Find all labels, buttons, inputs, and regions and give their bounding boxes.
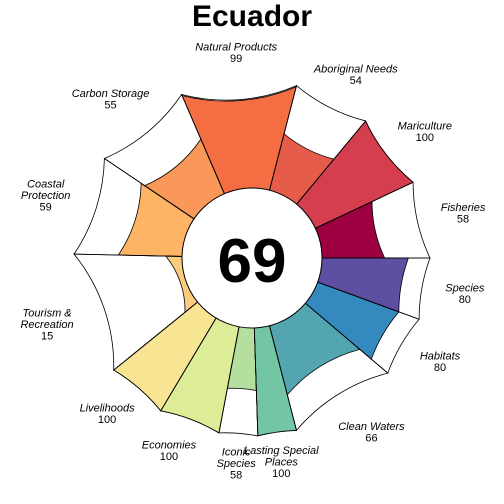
goal-value-coastal-protection: 59: [40, 202, 52, 214]
goal-value-natural-products: 99: [230, 53, 242, 65]
goal-label-line: Lasting Special: [244, 445, 319, 457]
goal-value-livelihoods: 100: [98, 414, 116, 426]
goal-label-fisheries: Fisheries 58: [441, 202, 486, 226]
goal-value-aboriginal-needs: 54: [350, 75, 362, 87]
goal-label-mariculture: Mariculture 100: [398, 121, 452, 145]
goal-label-aboriginal-needs: Aboriginal Needs 54: [313, 63, 398, 87]
goal-label-line: Mariculture: [398, 121, 452, 133]
goal-label-economies: Economies 100: [142, 439, 197, 463]
goal-value-iconic-species: 58: [230, 469, 242, 481]
goal-label-line: Species: [445, 283, 485, 295]
goal-label-coastal-protection: Coastal Protection 59: [21, 179, 71, 214]
goal-value-habitats: 80: [434, 362, 446, 374]
goal-value-species: 80: [459, 294, 471, 306]
goal-value-clean-waters: 66: [365, 433, 377, 445]
goal-label-livelihoods: Livelihoods 100: [80, 402, 136, 426]
goal-value-lasting-special-places: 100: [272, 468, 290, 480]
goal-label-lasting-special-places: Lasting Special Places 100: [244, 445, 319, 480]
goal-label-line: Habitats: [420, 350, 461, 362]
goal-label-line: Natural Products: [195, 41, 277, 53]
goal-label-line: Livelihoods: [80, 402, 136, 414]
center-score: 69: [218, 227, 287, 296]
goal-label-species: Species 80: [445, 283, 485, 307]
goal-label-line: Clean Waters: [338, 421, 405, 433]
goal-label-line: Fisheries: [441, 202, 486, 214]
center-circle: [181, 187, 323, 329]
goal-label-line: Iconic: [222, 446, 251, 458]
goal-value-economies: 100: [160, 451, 178, 463]
goal-label-line: Carbon Storage: [72, 88, 150, 100]
goal-value-tourism-recreation: 15: [41, 331, 53, 343]
goal-label-clean-waters: Clean Waters 66: [338, 421, 405, 445]
goal-label-line: Coastal: [27, 179, 65, 191]
goal-value-fisheries: 58: [457, 213, 469, 225]
goal-label-natural-products: Natural Products 99: [195, 41, 277, 65]
goal-label-line: Species: [217, 458, 257, 470]
goal-label-line: Protection: [21, 190, 71, 202]
goal-label-tourism-recreation: Tourism & Recreation 15: [20, 308, 73, 343]
goal-label-line: Aboriginal Needs: [313, 63, 398, 75]
goal-label-carbon-storage: Carbon Storage 55: [72, 88, 150, 112]
goal-label-line: Tourism &: [23, 308, 72, 320]
goal-label-line: Economies: [142, 439, 197, 451]
goal-label-iconic-species: Iconic Species 58: [217, 446, 257, 481]
goal-label-line: Recreation: [20, 319, 73, 331]
goal-value-carbon-storage: 55: [104, 100, 116, 112]
chart-title: Ecuador: [192, 0, 312, 33]
goal-value-mariculture: 100: [416, 132, 434, 144]
goal-label-habitats: Habitats 80: [420, 350, 461, 374]
goal-label-line: Places: [265, 456, 299, 468]
